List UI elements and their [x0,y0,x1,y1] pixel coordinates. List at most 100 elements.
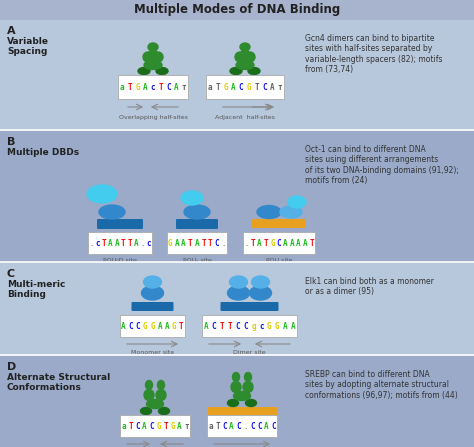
Ellipse shape [288,196,306,208]
Text: A: A [121,322,126,331]
Text: G: G [246,83,251,92]
FancyBboxPatch shape [207,407,277,415]
Text: Dimer site: Dimer site [233,350,266,355]
Text: A: A [195,239,199,248]
Ellipse shape [142,286,164,300]
Text: T: T [264,239,268,248]
Ellipse shape [231,381,241,392]
Ellipse shape [184,205,210,219]
Text: A: A [182,239,186,248]
Text: .: . [140,239,145,248]
Text: т: т [278,83,283,92]
Text: C: C [257,422,262,431]
FancyBboxPatch shape [0,131,474,262]
Ellipse shape [146,380,153,389]
Text: A: A [229,422,234,431]
Text: а: а [208,83,212,92]
FancyBboxPatch shape [202,315,297,337]
Text: A: A [7,26,16,36]
Ellipse shape [229,276,247,288]
Text: A: A [296,239,301,248]
Text: C: C [135,422,140,431]
FancyBboxPatch shape [167,232,227,254]
Ellipse shape [146,400,164,409]
Ellipse shape [138,67,150,75]
FancyBboxPatch shape [0,263,474,355]
Text: C: C [7,269,15,279]
Text: T: T [128,239,132,248]
Text: C: C [239,83,244,92]
Text: T: T [310,239,314,248]
Text: A: A [174,83,179,92]
Text: C: C [277,239,281,248]
Text: Gcn4 dimers can bind to bipartite
sites with half-sites separated by
variable-le: Gcn4 dimers can bind to bipartite sites … [305,34,443,74]
Text: G: G [270,239,275,248]
Text: Alternate Structural
Conformations: Alternate Structural Conformations [7,373,110,392]
Text: SREBP can bind to different DNA
sites by adopting alternate structural
conformat: SREBP can bind to different DNA sites by… [305,370,458,400]
FancyBboxPatch shape [0,356,474,447]
Ellipse shape [243,381,253,392]
Text: C: C [166,83,171,92]
Ellipse shape [157,380,164,389]
Text: A: A [283,239,288,248]
Text: T: T [188,239,192,248]
Text: T: T [121,239,126,248]
Text: G: G [170,422,175,431]
Text: т: т [182,83,186,92]
FancyBboxPatch shape [118,75,188,99]
Ellipse shape [240,43,250,51]
Text: G: G [143,322,147,331]
Ellipse shape [234,392,250,401]
Ellipse shape [249,286,272,300]
Ellipse shape [228,286,249,300]
Text: a: a [121,422,126,431]
FancyBboxPatch shape [206,75,284,99]
Text: T: T [228,322,232,331]
Text: A: A [164,322,169,331]
Text: A: A [257,239,262,248]
Text: c: c [146,239,151,248]
Text: А: А [270,83,274,92]
Ellipse shape [257,206,281,219]
Text: .: . [89,239,93,248]
Text: .: . [221,239,226,248]
Text: G: G [172,322,176,331]
Ellipse shape [158,408,170,414]
Ellipse shape [87,185,117,203]
Text: A: A [303,239,308,248]
Text: G: G [156,422,161,431]
Text: A: A [115,239,119,248]
Text: C: C [215,239,219,248]
Text: G: G [150,322,155,331]
Ellipse shape [144,276,162,288]
Ellipse shape [236,60,254,69]
Text: Т: Т [215,422,220,431]
Ellipse shape [144,389,154,401]
Ellipse shape [156,67,168,75]
Text: Multiple DBDs: Multiple DBDs [7,148,79,157]
Text: C: C [250,422,255,431]
Ellipse shape [241,50,249,56]
Text: A: A [143,83,147,92]
Text: T: T [128,422,133,431]
Ellipse shape [245,372,252,381]
FancyBboxPatch shape [252,219,306,228]
Ellipse shape [148,43,158,51]
Text: G: G [267,322,272,331]
Text: T: T [201,239,206,248]
Text: а: а [208,422,213,431]
Text: POU site: POU site [266,258,292,263]
Text: C: C [222,422,227,431]
Text: T: T [158,83,163,92]
Text: Adjacent  half-sites: Adjacent half-sites [215,115,275,120]
Text: C: C [243,322,248,331]
Text: G: G [168,239,173,248]
Ellipse shape [153,52,163,62]
Text: T: T [163,422,168,431]
FancyBboxPatch shape [220,302,279,311]
Text: T: T [102,239,106,248]
Text: T: T [250,239,255,248]
Text: C: C [271,422,276,431]
Text: T: T [128,83,132,92]
Text: POUₛ site: POUₛ site [182,258,211,263]
